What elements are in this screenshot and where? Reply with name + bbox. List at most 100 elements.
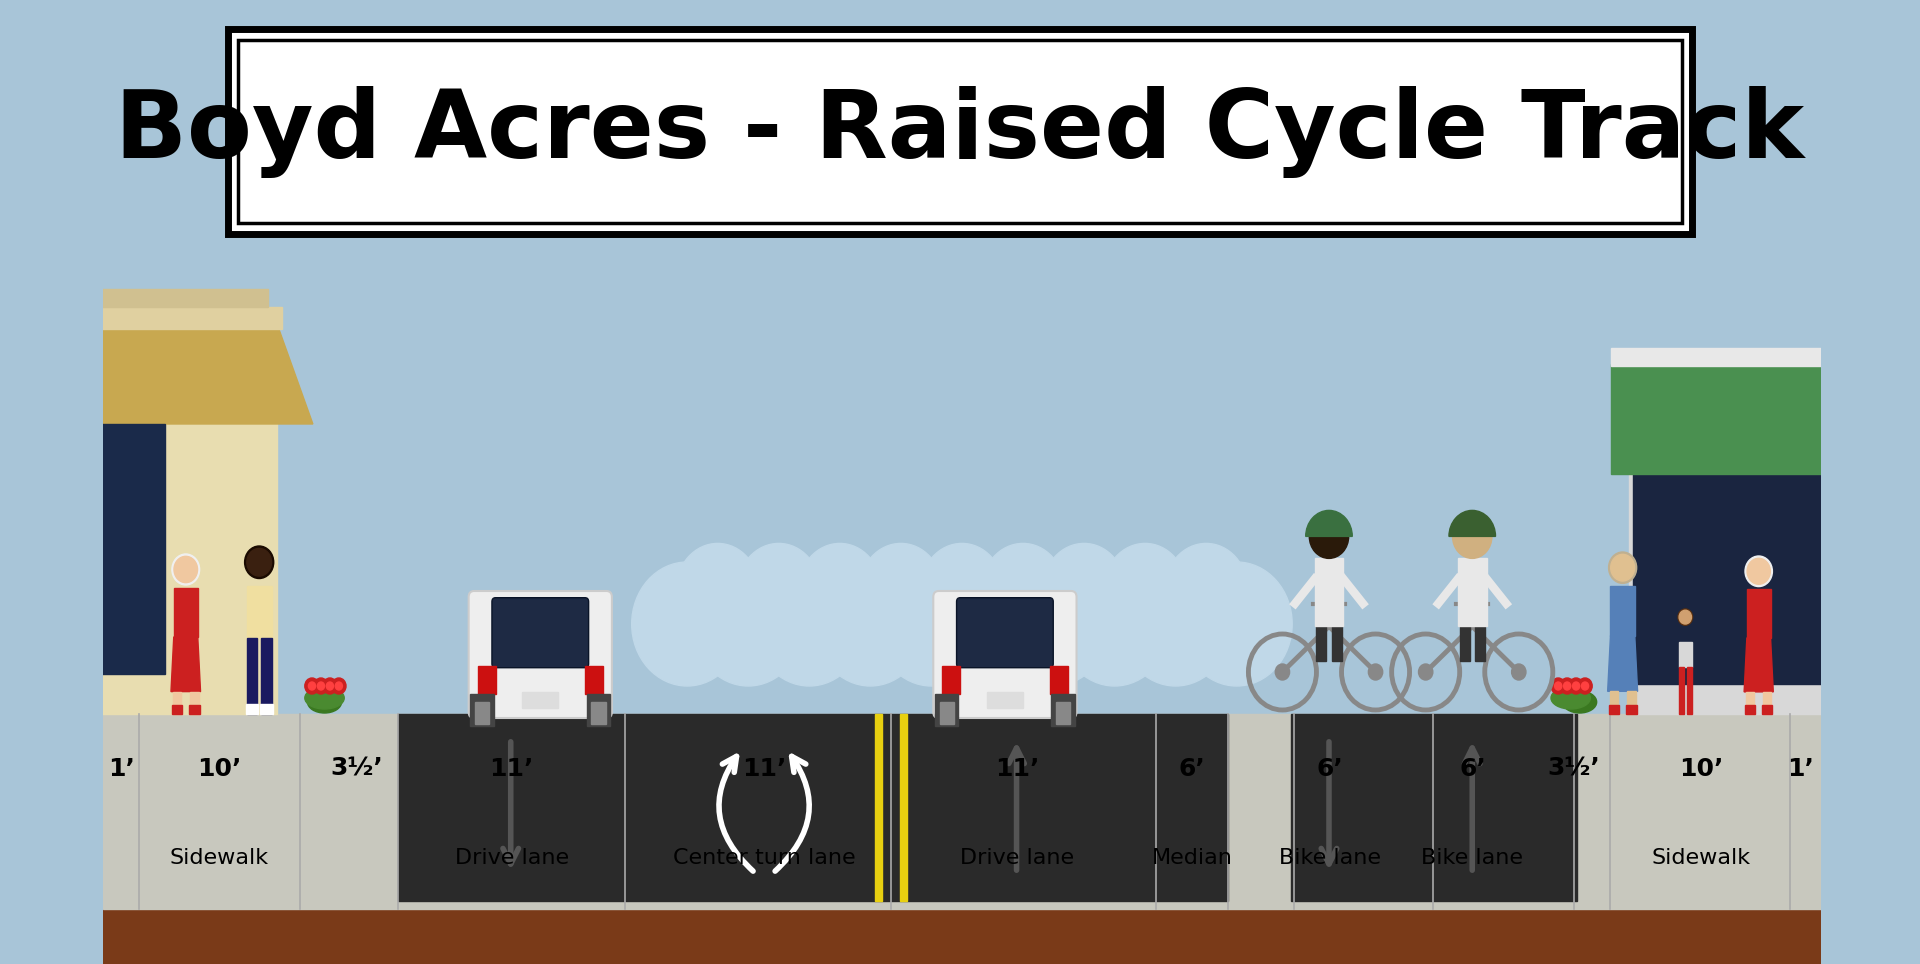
Bar bbox=[1056, 702, 1069, 724]
Polygon shape bbox=[171, 637, 200, 691]
Bar bbox=[173, 588, 198, 637]
Bar bbox=[522, 692, 559, 708]
Bar bbox=[1745, 692, 1755, 714]
Circle shape bbox=[755, 562, 864, 686]
Polygon shape bbox=[1607, 636, 1638, 691]
Circle shape bbox=[1511, 664, 1526, 680]
Text: 6’: 6’ bbox=[1459, 757, 1486, 781]
Bar bbox=[246, 586, 273, 638]
Text: 3½’: 3½’ bbox=[330, 757, 384, 781]
Bar bbox=[1678, 642, 1692, 667]
Bar bbox=[88, 307, 282, 329]
Bar bbox=[478, 666, 495, 694]
Bar bbox=[1609, 705, 1619, 714]
Bar bbox=[228, 29, 1692, 234]
Ellipse shape bbox=[305, 687, 344, 709]
Bar bbox=[102, 0, 1822, 714]
Circle shape bbox=[305, 678, 319, 694]
Bar bbox=[246, 638, 257, 714]
Bar bbox=[935, 694, 958, 726]
Circle shape bbox=[1060, 562, 1169, 686]
Circle shape bbox=[1181, 562, 1292, 686]
Polygon shape bbox=[1611, 364, 1836, 474]
Bar bbox=[94, 424, 165, 674]
Bar bbox=[190, 691, 198, 714]
Circle shape bbox=[1563, 682, 1571, 690]
Wedge shape bbox=[1450, 510, 1496, 536]
Circle shape bbox=[1582, 682, 1588, 690]
Text: 1’: 1’ bbox=[1788, 757, 1814, 781]
Bar bbox=[1052, 694, 1075, 726]
Bar bbox=[1315, 558, 1344, 627]
Bar bbox=[173, 705, 182, 714]
Text: Sidewalk: Sidewalk bbox=[1651, 848, 1751, 869]
Circle shape bbox=[693, 562, 804, 686]
Bar bbox=[102, 714, 1822, 909]
Bar bbox=[1678, 667, 1684, 714]
Bar bbox=[1747, 589, 1770, 638]
Bar bbox=[238, 40, 1682, 223]
Text: Bike lane: Bike lane bbox=[1279, 848, 1380, 869]
Bar bbox=[259, 705, 273, 714]
FancyBboxPatch shape bbox=[492, 598, 589, 668]
Text: Bike lane: Bike lane bbox=[1421, 848, 1523, 869]
Circle shape bbox=[981, 544, 1064, 636]
Circle shape bbox=[336, 682, 342, 690]
Circle shape bbox=[1419, 664, 1432, 680]
Bar bbox=[943, 666, 960, 694]
Ellipse shape bbox=[1563, 691, 1597, 713]
Circle shape bbox=[920, 544, 1004, 636]
Bar bbox=[1634, 464, 1830, 684]
FancyBboxPatch shape bbox=[956, 598, 1054, 668]
Circle shape bbox=[1572, 682, 1580, 690]
Circle shape bbox=[326, 682, 334, 690]
Text: 3½’: 3½’ bbox=[1548, 757, 1599, 781]
Text: 1’: 1’ bbox=[108, 757, 134, 781]
Circle shape bbox=[175, 556, 198, 582]
Bar bbox=[246, 705, 257, 714]
Bar bbox=[987, 692, 1023, 708]
Bar bbox=[1459, 627, 1469, 660]
Text: 6’: 6’ bbox=[1179, 757, 1206, 781]
Bar bbox=[1611, 586, 1634, 636]
Bar bbox=[939, 702, 954, 724]
Circle shape bbox=[1578, 678, 1592, 694]
Circle shape bbox=[1678, 609, 1693, 626]
Circle shape bbox=[876, 562, 987, 686]
Circle shape bbox=[814, 562, 925, 686]
Text: Boyd Acres - Raised Cycle Track: Boyd Acres - Raised Cycle Track bbox=[115, 86, 1805, 177]
Text: Median: Median bbox=[1152, 848, 1233, 869]
Circle shape bbox=[248, 549, 271, 576]
Circle shape bbox=[1119, 562, 1231, 686]
Circle shape bbox=[1275, 664, 1290, 680]
Circle shape bbox=[1551, 678, 1565, 694]
Circle shape bbox=[1555, 682, 1561, 690]
Circle shape bbox=[737, 544, 820, 636]
Text: 6’: 6’ bbox=[1317, 757, 1344, 781]
Text: Drive lane: Drive lane bbox=[960, 848, 1073, 869]
Bar bbox=[900, 714, 908, 901]
Circle shape bbox=[1165, 544, 1248, 636]
Text: 10’: 10’ bbox=[1678, 757, 1724, 781]
Circle shape bbox=[1369, 664, 1382, 680]
FancyBboxPatch shape bbox=[933, 591, 1077, 718]
Circle shape bbox=[632, 562, 743, 686]
Bar bbox=[1050, 666, 1068, 694]
Circle shape bbox=[1569, 678, 1584, 694]
Bar bbox=[88, 404, 276, 714]
Circle shape bbox=[313, 678, 328, 694]
Bar bbox=[588, 694, 611, 726]
Bar bbox=[102, 909, 1822, 964]
Bar bbox=[190, 705, 200, 714]
Circle shape bbox=[860, 544, 943, 636]
Circle shape bbox=[1453, 515, 1492, 558]
Circle shape bbox=[1611, 554, 1634, 581]
Circle shape bbox=[1747, 558, 1770, 584]
Bar bbox=[470, 694, 493, 726]
Bar bbox=[1628, 691, 1636, 714]
Circle shape bbox=[244, 546, 275, 578]
Bar bbox=[591, 702, 605, 724]
Ellipse shape bbox=[307, 691, 342, 713]
Bar bbox=[1332, 627, 1342, 660]
Bar bbox=[1626, 705, 1636, 714]
